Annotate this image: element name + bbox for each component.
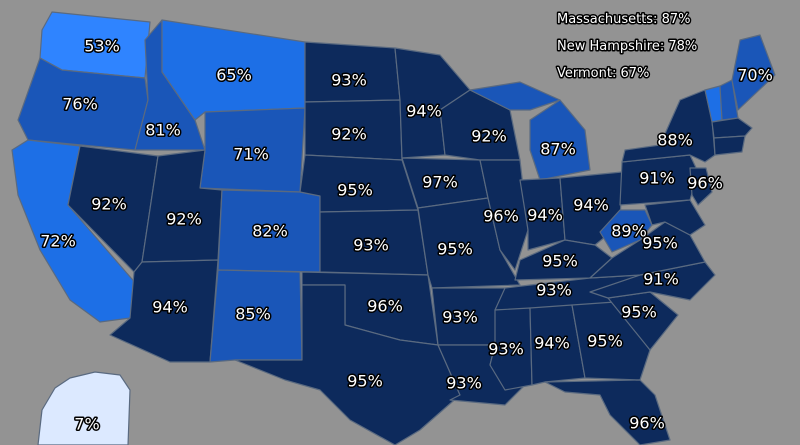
label-nd: 93% [331, 71, 367, 90]
label-ky: 95% [542, 252, 578, 271]
label-ok: 96% [367, 297, 403, 316]
state-al [529, 304, 586, 386]
label-wa: 53% [84, 37, 120, 56]
label-id: 81% [145, 121, 181, 140]
label-ny: 88% [657, 131, 693, 150]
state-tx [234, 284, 461, 445]
state-md [644, 199, 706, 236]
state-il [479, 159, 529, 271]
label-ne: 95% [337, 181, 373, 200]
state-nj [689, 167, 713, 206]
label-sc: 95% [621, 303, 657, 322]
label-mo: 95% [437, 240, 473, 259]
state-ga [571, 301, 651, 381]
label-ia: 97% [422, 173, 458, 192]
label-az: 94% [152, 298, 188, 317]
label-il: 96% [483, 207, 519, 226]
label-or: 76% [62, 95, 98, 114]
label-ak: 7% [74, 415, 99, 434]
label-tx: 95% [347, 372, 383, 391]
state-in [519, 177, 566, 251]
label-oh: 94% [573, 196, 609, 215]
label-nj: 96% [687, 174, 723, 193]
label-wv: 89% [611, 222, 647, 241]
label-ut: 92% [166, 210, 202, 229]
label-wy: 71% [233, 145, 269, 164]
annotation-vermont: Vermont: 67% [557, 66, 649, 81]
state-me [731, 34, 776, 111]
state-va [589, 221, 706, 279]
label-ms: 93% [488, 340, 524, 359]
label-co: 82% [252, 222, 288, 241]
state-ri-ct [713, 135, 746, 156]
state-ny [621, 89, 716, 163]
label-al: 94% [534, 334, 570, 353]
label-nm: 85% [235, 305, 271, 324]
label-mn: 94% [406, 102, 442, 121]
state-wy [199, 107, 306, 193]
state-ma [711, 117, 753, 139]
label-la: 93% [446, 374, 482, 393]
label-me: 70% [737, 66, 773, 85]
label-ks: 93% [353, 236, 389, 255]
state-mi-up [469, 81, 561, 111]
label-sd: 92% [331, 125, 367, 144]
label-ga: 95% [587, 332, 623, 351]
annotation-new-hampshire: New Hampshire: 78% [557, 39, 697, 54]
label-tn: 93% [536, 281, 572, 300]
label-mi: 87% [540, 140, 576, 159]
label-fl: 96% [629, 414, 665, 433]
label-nc: 91% [643, 270, 679, 289]
label-ca: 72% [40, 232, 76, 251]
label-ar: 93% [442, 308, 478, 327]
state-fl [544, 379, 671, 445]
state-ak [37, 371, 131, 445]
label-in: 94% [527, 206, 563, 225]
label-va: 95% [642, 234, 678, 253]
label-mt: 65% [216, 66, 252, 85]
state-az [109, 259, 219, 363]
label-nv: 92% [91, 195, 127, 214]
label-wi: 92% [471, 127, 507, 146]
annotation-massachusetts: Massachusetts: 87% [557, 12, 690, 27]
label-pa: 91% [639, 169, 675, 188]
